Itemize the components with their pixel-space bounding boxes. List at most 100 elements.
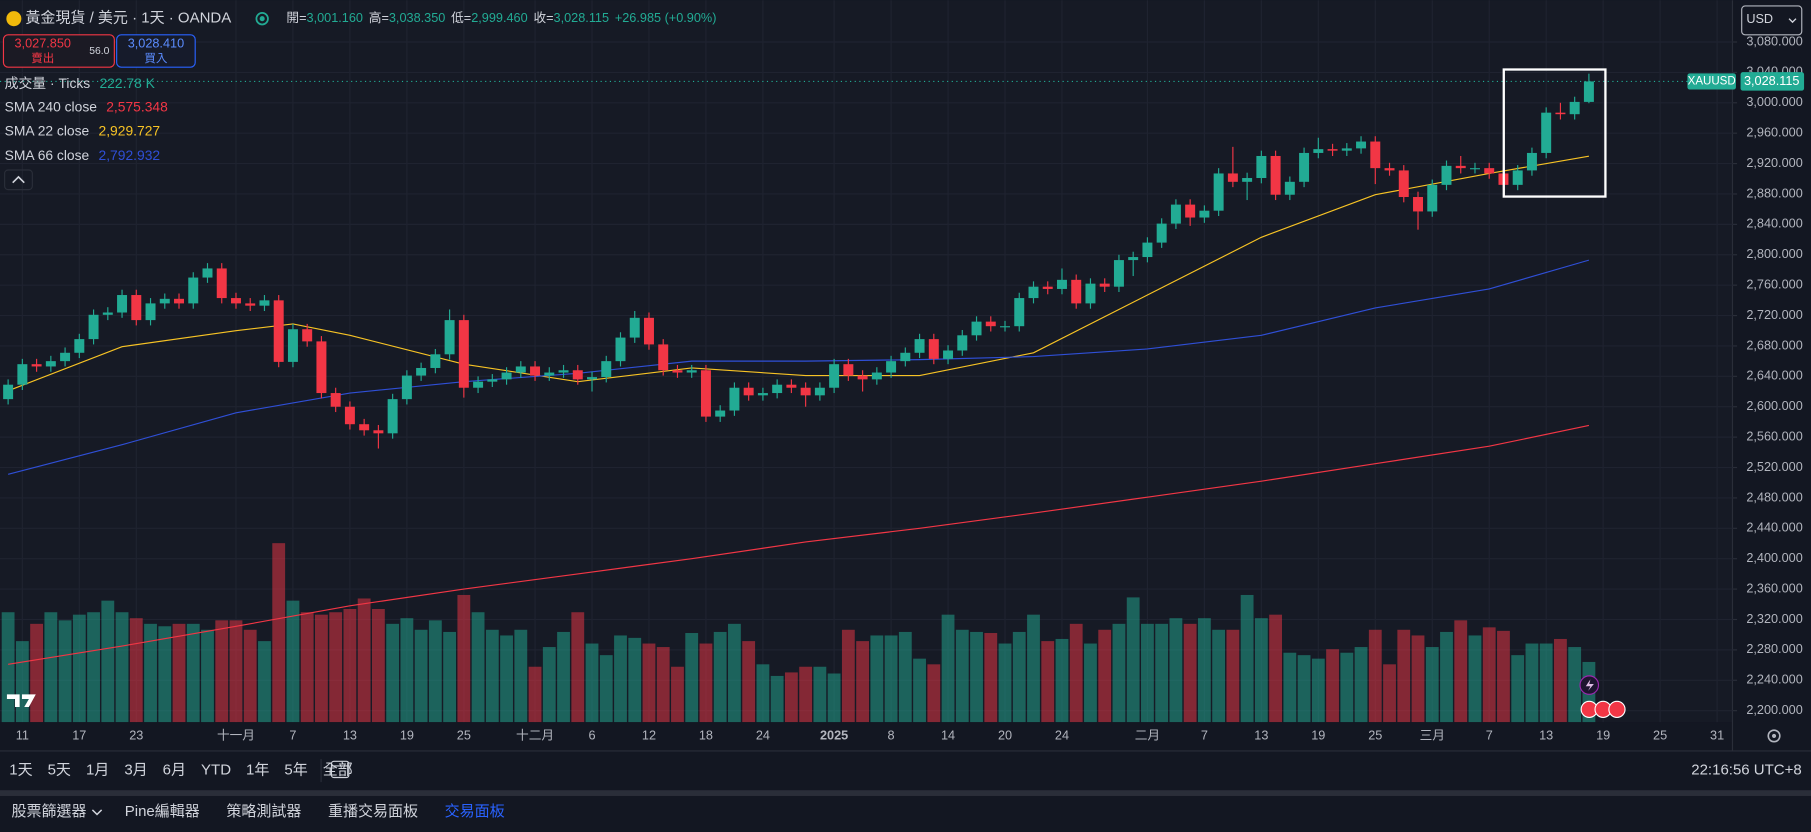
candle-body <box>259 300 270 306</box>
currency-label[interactable]: USD <box>1746 12 1773 26</box>
range-button[interactable]: 1月 <box>86 762 109 779</box>
y-tick-label: 2,720.000 <box>1746 308 1802 322</box>
volume-bar <box>984 633 998 723</box>
candle-body <box>245 303 256 306</box>
volume-bar <box>1084 643 1097 723</box>
sma-line <box>7 259 1590 475</box>
volume-bar <box>542 647 556 723</box>
volume-bar <box>1368 629 1382 723</box>
panel-tab[interactable]: 股票篩選器 <box>12 802 87 820</box>
x-tick-label: 十二月 <box>516 728 554 742</box>
volume-bar <box>400 618 414 723</box>
panel-tab[interactable]: 策略測試器 <box>226 802 301 820</box>
candle-body <box>3 384 14 400</box>
panel-tab[interactable]: Pine編輯器 <box>125 803 200 820</box>
volume-bar <box>1141 623 1154 723</box>
range-button[interactable]: 3月 <box>124 762 147 779</box>
volume-bar <box>656 647 670 723</box>
candle-body <box>587 377 597 380</box>
x-tick-label: 7 <box>289 728 296 742</box>
panel-tab[interactable]: 交易面板 <box>445 802 505 820</box>
candle-body <box>1014 298 1025 327</box>
range-button[interactable]: YTD <box>201 762 231 779</box>
volume-bar <box>998 643 1012 723</box>
candle-body <box>572 370 583 380</box>
volume-bar <box>1169 618 1183 723</box>
x-tick-label: 二月 <box>1135 728 1160 742</box>
calendar-icon[interactable] <box>330 760 350 779</box>
collapse-button[interactable] <box>4 169 33 191</box>
y-tick-label: 2,920.000 <box>1746 156 1802 170</box>
volume-bar <box>813 666 827 723</box>
x-tick-label: 12 <box>642 728 656 742</box>
range-button[interactable]: 1年 <box>246 762 269 779</box>
sell-price[interactable]: 3,027.850 <box>15 36 71 50</box>
candle-body <box>401 375 412 400</box>
candle-body <box>501 372 512 380</box>
x-tick-label: 31 <box>1710 728 1724 742</box>
ohlc-value: 3,028.115 <box>554 11 610 25</box>
candle-body <box>1413 197 1423 212</box>
candle-body <box>1113 260 1124 287</box>
buy-price[interactable]: 3,028.410 <box>128 36 184 50</box>
volume-bar <box>343 608 357 723</box>
volume-bar <box>1126 597 1140 723</box>
legend-name: SMA 240 close <box>5 98 98 114</box>
x-tick-label: 2025 <box>820 728 848 742</box>
range-button[interactable]: 6月 <box>163 762 186 779</box>
candle-body <box>1356 141 1367 149</box>
volume-bar <box>1568 647 1582 723</box>
volume-bar <box>1254 618 1268 723</box>
candle-body <box>743 387 754 396</box>
volume-bar <box>457 594 471 723</box>
currency-dropdown[interactable] <box>1741 5 1803 36</box>
volume-bar <box>315 614 328 723</box>
sell-button[interactable] <box>2 34 115 68</box>
volume-bar <box>30 623 44 723</box>
sell-label[interactable]: 賣出 <box>31 51 54 65</box>
event-flag[interactable] <box>1608 700 1626 719</box>
volume-bar <box>1525 643 1539 723</box>
volume-bar <box>1539 643 1553 723</box>
volume-bar <box>713 631 727 723</box>
volume-bar <box>414 629 428 723</box>
candle-body <box>871 372 882 380</box>
candle-body <box>45 361 56 367</box>
volume-bar <box>728 623 741 723</box>
buy-button[interactable] <box>116 34 196 68</box>
candle-body <box>1085 283 1096 304</box>
ohlc-label: 開= <box>286 11 306 25</box>
volume-pane <box>1 543 1596 723</box>
x-tick-label: 13 <box>343 728 357 742</box>
panel-tab[interactable]: 重播交易面板 <box>328 802 418 820</box>
range-button[interactable]: 全部 <box>323 762 353 779</box>
y-tick-label: 2,960.000 <box>1746 126 1802 140</box>
candle-body <box>829 364 840 388</box>
y-tick-label: 2,400.000 <box>1746 551 1802 565</box>
volume-bar <box>371 608 385 723</box>
sma-line <box>8 424 1590 665</box>
volume-bar <box>884 635 898 723</box>
x-tick-label: 23 <box>129 728 143 742</box>
y-tick-label: 2,760.000 <box>1746 278 1802 292</box>
volume-bar <box>1027 614 1040 723</box>
volume-bar <box>827 673 841 723</box>
drawn-rectangle[interactable] <box>1502 68 1607 198</box>
candle-body <box>387 399 398 434</box>
candle-body <box>530 366 541 376</box>
volume-bar <box>1482 627 1496 723</box>
range-button[interactable]: 5天 <box>48 762 71 779</box>
range-button[interactable]: 5年 <box>284 762 307 779</box>
volume-bar <box>1340 652 1354 723</box>
settings-icon[interactable] <box>1767 729 1781 743</box>
volume-bar <box>272 543 286 723</box>
candle-body <box>31 364 42 367</box>
range-button[interactable]: 1天 <box>9 762 32 779</box>
x-tick-label: 十一月 <box>217 728 255 742</box>
volume-bar <box>101 600 115 723</box>
candle-body <box>117 295 128 313</box>
symbol-tag <box>1687 73 1736 90</box>
y-tick-label: 2,600.000 <box>1746 399 1802 413</box>
x-tick-label: 13 <box>1254 728 1268 742</box>
buy-label[interactable]: 買入 <box>144 52 168 65</box>
